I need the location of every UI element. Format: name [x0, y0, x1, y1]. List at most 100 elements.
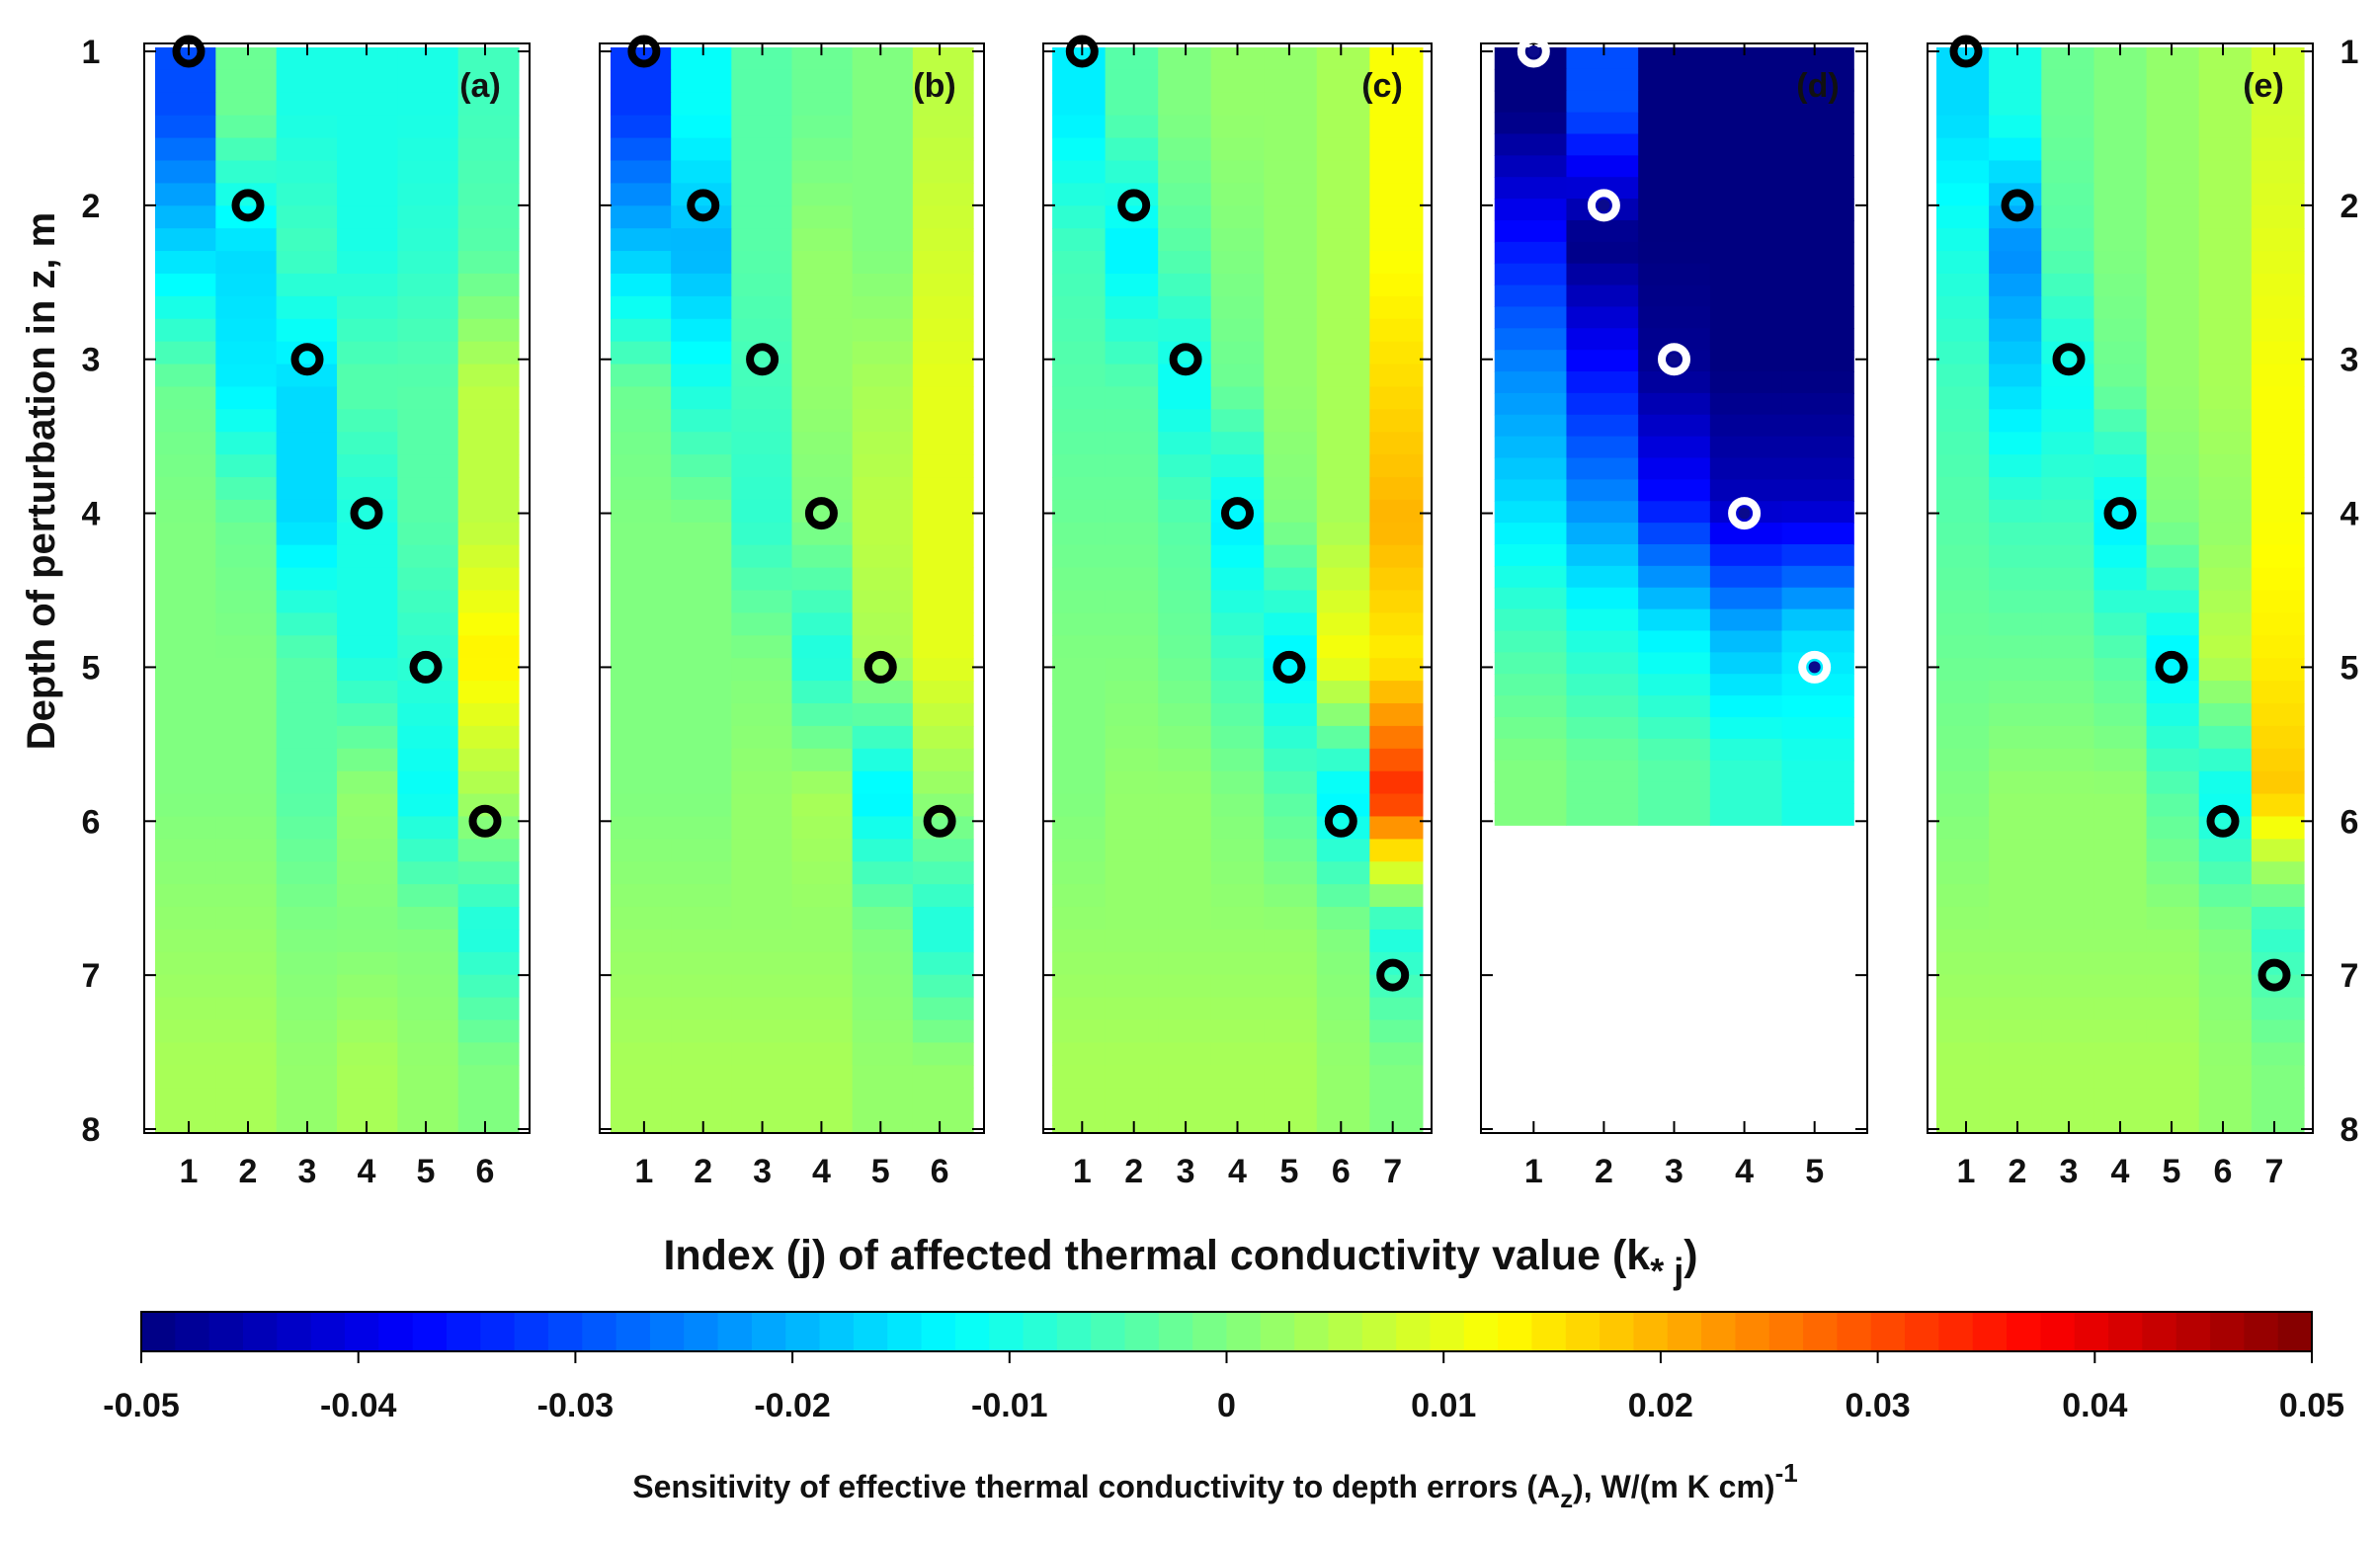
heatmap-cell [1494, 306, 1568, 329]
heatmap-cell [276, 454, 338, 478]
heatmap-cell [1566, 716, 1639, 740]
colorbar-swatch [1396, 1312, 1432, 1351]
heatmap-cell [2146, 47, 2200, 71]
heatmap-cell [1264, 748, 1318, 772]
heatmap-cell [731, 544, 793, 569]
heatmap-cell [671, 816, 732, 840]
heatmap-cell [1781, 68, 1854, 92]
heatmap-cell [2093, 115, 2148, 139]
heatmap-cell [731, 205, 793, 229]
heatmap-cell [1369, 907, 1424, 931]
heatmap-cell [2093, 364, 2148, 388]
heatmap-cell [1638, 608, 1711, 632]
heatmap-cell [731, 318, 793, 343]
heatmap-cell [1264, 499, 1318, 524]
heatmap-cell [2251, 658, 2305, 682]
y-tick-label: 1 [82, 34, 101, 71]
heatmap-cell [610, 929, 672, 953]
heatmap-cell [215, 1065, 278, 1089]
heatmap-cell [671, 612, 732, 636]
heatmap-cell [1494, 392, 1568, 416]
heatmap-cell [2198, 92, 2253, 117]
heatmap-cell [1709, 760, 1783, 783]
heatmap-cell [1210, 544, 1265, 569]
heatmap-cell [2198, 590, 2253, 613]
heatmap-cell [337, 907, 398, 931]
heatmap-cell [671, 1019, 732, 1044]
heatmap-cell [155, 251, 216, 275]
heatmap-cell [1052, 205, 1107, 229]
heatmap-cell [671, 748, 732, 772]
heatmap-cell [155, 884, 216, 908]
heatmap-cell [1158, 432, 1212, 455]
heatmap-cell [1638, 199, 1711, 221]
heatmap-cell [1709, 630, 1783, 653]
heatmap-cell [1264, 702, 1318, 727]
heatmap-cell [1781, 199, 1854, 221]
heatmap-cell [1210, 702, 1265, 727]
heatmap-cell [731, 907, 793, 931]
heatmap-cell [2146, 567, 2200, 592]
heatmap-cell [397, 974, 459, 999]
heatmap-cell [1052, 612, 1107, 636]
heatmap-cell [397, 1019, 459, 1044]
marker-ring [2257, 958, 2291, 992]
marker-ring [172, 35, 205, 68]
heatmap-cell [1989, 1042, 2042, 1066]
colorbar-tick-label: 0.05 [2279, 1387, 2344, 1424]
heatmap-cell [337, 115, 398, 139]
heatmap-cell [2041, 160, 2095, 184]
heatmap-cell [1638, 414, 1711, 438]
heatmap-cell [671, 1042, 732, 1066]
heatmap-cell [2146, 635, 2200, 659]
heatmap-cell [1210, 92, 1265, 117]
heatmap-cell [1105, 1110, 1159, 1134]
heatmap-cell [155, 839, 216, 862]
heatmap-cell [2146, 793, 2200, 818]
heatmap-cell [610, 681, 672, 704]
heatmap-cell [1210, 974, 1265, 999]
heatmap-cell [1989, 341, 2042, 365]
heatmap-cell [852, 839, 914, 862]
x-tick-label: 6 [1332, 1153, 1351, 1190]
marker-ring [1324, 804, 1357, 838]
heatmap-cell [337, 1019, 398, 1044]
heatmap-cell [791, 432, 854, 455]
heatmap-cell [457, 1065, 520, 1089]
heatmap-cell [1781, 543, 1854, 567]
heatmap-cell [1369, 1065, 1424, 1089]
heatmap-cell [276, 839, 338, 862]
heatmap-cell [1316, 115, 1370, 139]
heatmap-cell [397, 273, 459, 297]
heatmap-cell [2041, 861, 2095, 885]
heatmap-cell [2251, 861, 2305, 885]
panel-e: 1 2 3 4 5 6 7(e) [1927, 35, 2314, 1190]
heatmap-cell [610, 432, 672, 455]
heatmap-cell [1158, 951, 1212, 976]
heatmap-cell [1052, 590, 1107, 613]
x-tick-label: 7 [1383, 1153, 1402, 1190]
heatmap-cell [791, 1042, 854, 1066]
heatmap-cell [2198, 273, 2253, 297]
heatmap-cell [2093, 997, 2148, 1021]
heatmap-cell [1936, 658, 1990, 682]
heatmap-cell [215, 681, 278, 704]
heatmap-cell [397, 115, 459, 139]
heatmap-cell [1316, 590, 1370, 613]
heatmap-cell [1158, 748, 1212, 772]
heatmap-cell [2251, 499, 2305, 524]
heatmap-cell [912, 839, 974, 862]
heatmap-cell [215, 341, 278, 365]
heatmap-cell [1989, 47, 2042, 71]
heatmap-cell [2146, 251, 2200, 275]
heatmap-cell [610, 160, 672, 184]
colorbar-swatch [1803, 1312, 1839, 1351]
heatmap-cell [2198, 974, 2253, 999]
heatmap-cell [1709, 177, 1783, 200]
heatmap-cell [912, 251, 974, 275]
heatmap-cell [337, 612, 398, 636]
heatmap-cell [1989, 92, 2042, 117]
heatmap-cells [1494, 47, 1854, 826]
heatmap-cell [276, 997, 338, 1021]
x-tick-label: 2 [694, 1153, 712, 1190]
